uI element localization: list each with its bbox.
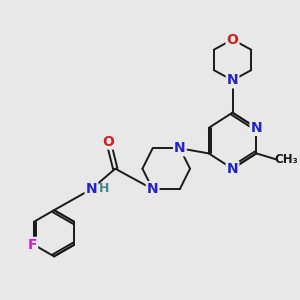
Text: H: H (99, 182, 110, 195)
Text: N: N (147, 182, 158, 196)
Text: CH₃: CH₃ (274, 153, 298, 166)
Text: N: N (174, 141, 186, 155)
Text: N: N (250, 121, 262, 135)
Text: O: O (226, 32, 238, 46)
Text: O: O (103, 134, 114, 148)
Text: N: N (227, 73, 238, 87)
Text: N: N (85, 182, 97, 196)
Text: F: F (28, 238, 37, 252)
Text: N: N (227, 162, 238, 176)
